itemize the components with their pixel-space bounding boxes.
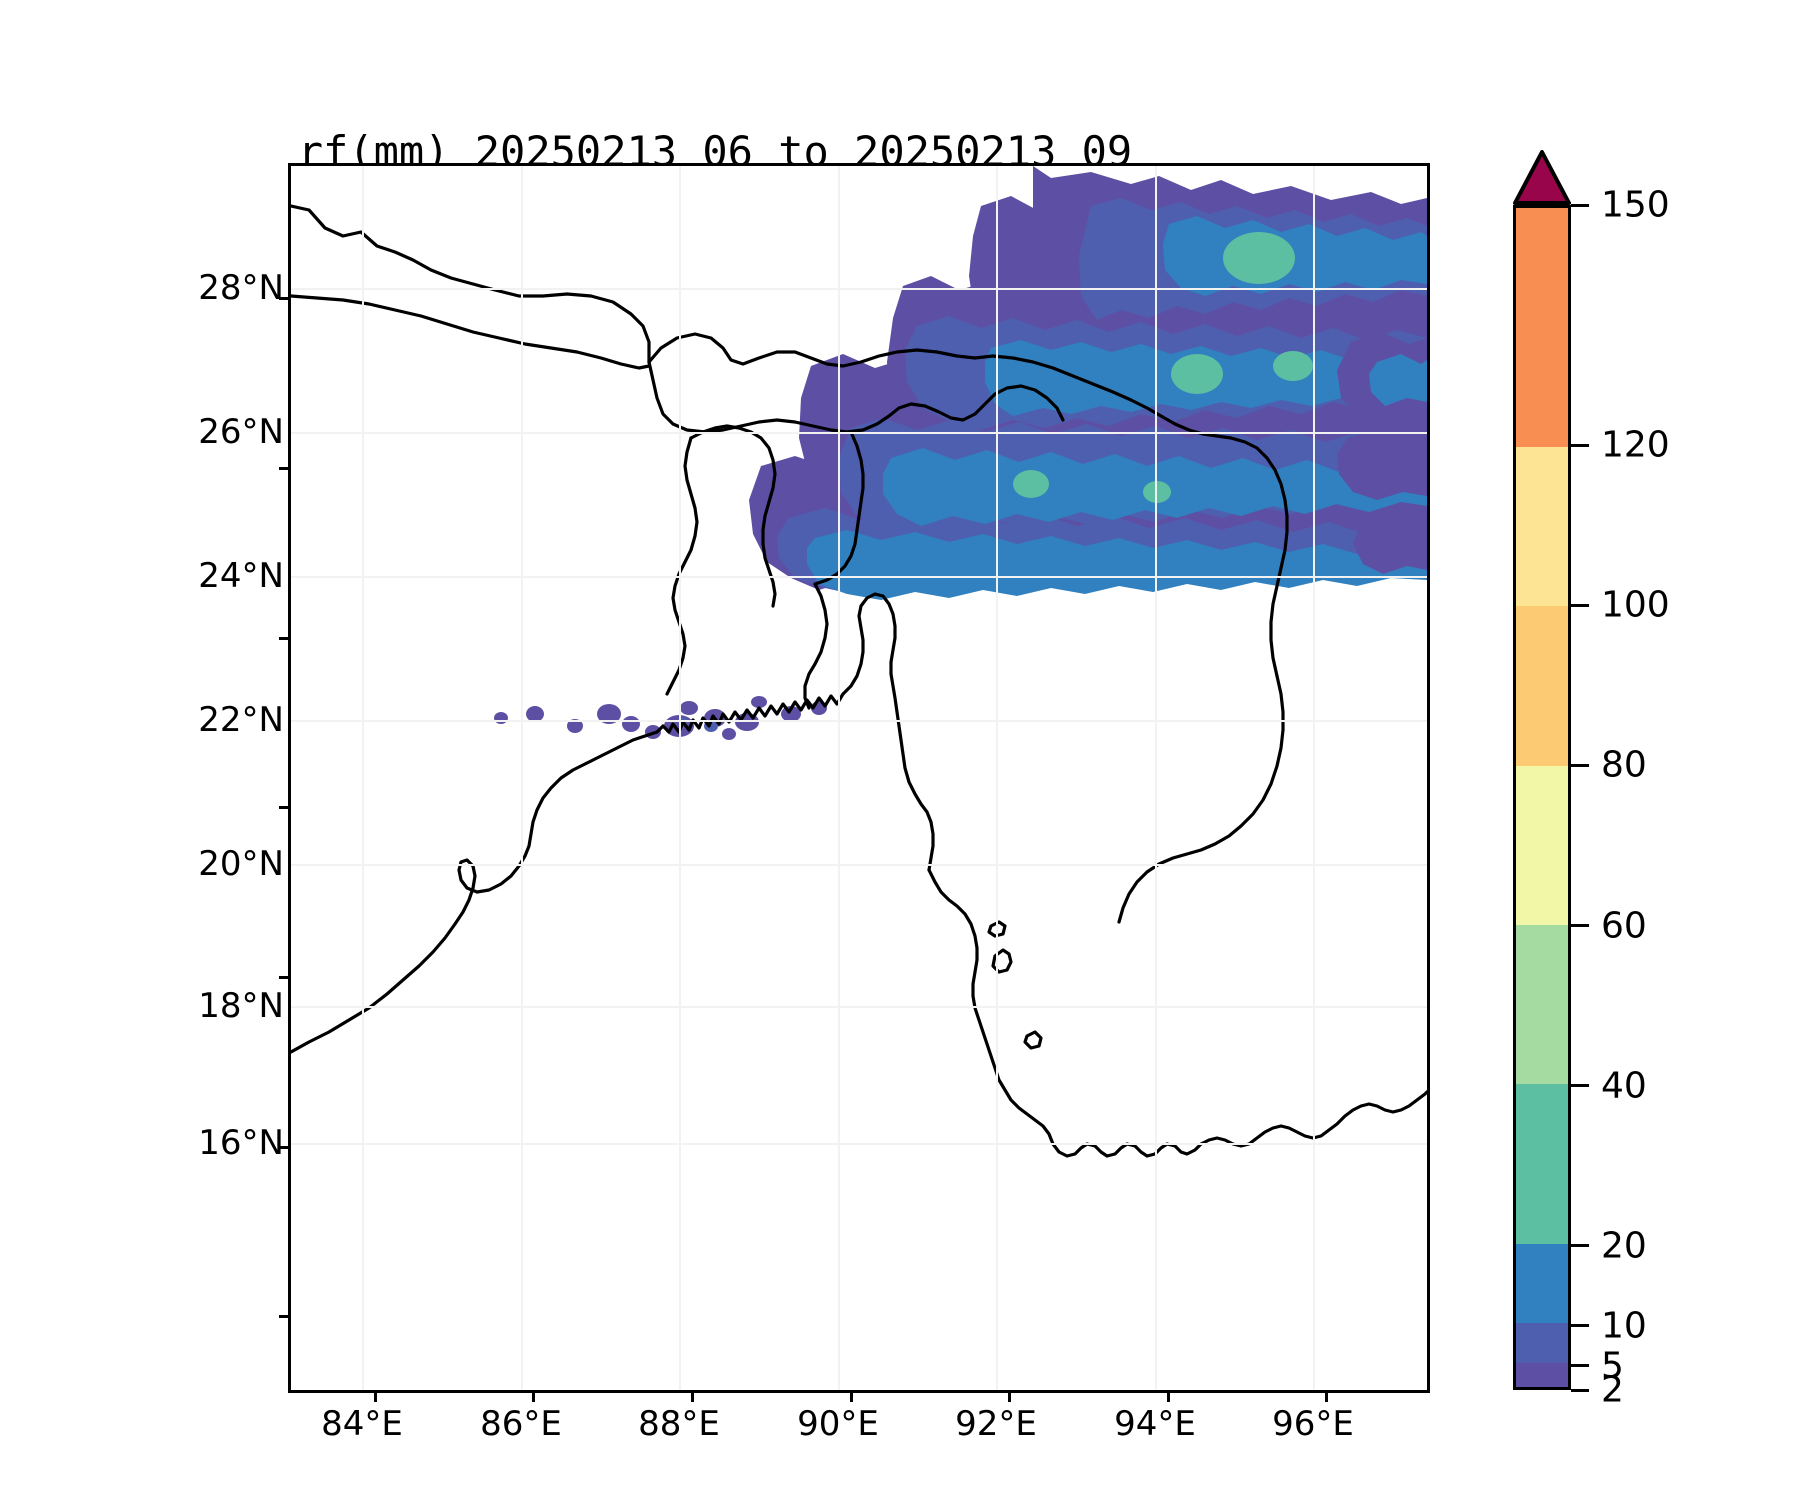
rainfall-arakan-coast [1337, 332, 1427, 574]
ytick-label-18N: 18°N [198, 986, 284, 1026]
xtick-label-94E: 94°E [1114, 1404, 1196, 1444]
ytick-mark-22 [279, 806, 288, 810]
gridline-lon-94 [1155, 166, 1157, 1390]
colorbar-label-10: 10 [1601, 1305, 1647, 1347]
colorbar-tick-120 [1571, 443, 1589, 447]
colorbar[interactable]: 2 5 10 20 40 60 80 100 120 150 [1513, 150, 1753, 1411]
colorbar-gradient [1513, 205, 1571, 1390]
colorbar-label-5: 5 [1601, 1345, 1624, 1387]
xtick-mark-96 [1325, 1393, 1329, 1402]
gridline-lon-88 [679, 166, 681, 1390]
gridline-lat-28 [291, 288, 1427, 290]
ytick-mark-18 [279, 1145, 288, 1149]
xtick-mark-94 [1166, 1393, 1170, 1402]
colorbar-label-150: 150 [1601, 184, 1670, 226]
ytick-label-28N: 28°N [198, 268, 284, 308]
gridline-lon-86 [521, 166, 523, 1390]
gridline-lon-96 [1313, 166, 1315, 1390]
map-axes[interactable] [288, 163, 1430, 1393]
colorbar-segment-80-100 [1516, 606, 1568, 766]
colorbar-segment-40-60 [1516, 924, 1568, 1085]
colorbar-segment-100-120 [1516, 446, 1568, 607]
rainfall-band-20-40 [1013, 232, 1313, 503]
ytick-label-26N: 26°N [198, 412, 284, 452]
colorbar-label-60: 60 [1601, 905, 1647, 947]
gridline-lat-26 [291, 432, 1427, 434]
colorbar-segment-20-40 [1516, 1084, 1568, 1244]
colorbar-segment-5-10 [1516, 1323, 1568, 1364]
map-contour-layer [291, 166, 1427, 1158]
ytick-label-24N: 24°N [198, 556, 284, 596]
map-canvas [291, 166, 1427, 1390]
ytick-label-22N: 22°N [198, 700, 284, 740]
xtick-mark-86 [532, 1393, 536, 1402]
xtick-mark-90 [849, 1393, 853, 1402]
colorbar-label-100: 100 [1601, 584, 1670, 626]
ytick-mark-24 [279, 636, 288, 640]
gridline-lon-90 [838, 166, 840, 1390]
ytick-mark-26 [279, 466, 288, 470]
ytick-label-20N: 20°N [198, 844, 284, 884]
xtick-label-96E: 96°E [1272, 1404, 1354, 1444]
colorbar-extend-max-arrow [1513, 150, 1571, 205]
colorbar-tick-20 [1571, 1244, 1589, 1248]
colorbar-label-20: 20 [1601, 1225, 1647, 1267]
gridline-lon-84 [362, 166, 364, 1390]
gridline-lat-24 [291, 576, 1427, 578]
gridline-lat-20 [291, 864, 1427, 866]
ytick-mark-16 [279, 1315, 288, 1319]
colorbar-segment-2-5 [1516, 1363, 1568, 1387]
colorbar-label-80: 80 [1601, 744, 1647, 786]
colorbar-label-40: 40 [1601, 1065, 1647, 1107]
ytick-label-16N: 16°N [198, 1123, 284, 1163]
colorbar-tick-5 [1571, 1364, 1589, 1368]
colorbar-tick-2 [1571, 1388, 1589, 1392]
ytick-mark-28 [279, 297, 288, 301]
ytick-mark-20 [279, 975, 288, 979]
colorbar-tick-150 [1571, 203, 1589, 207]
xtick-mark-92 [1008, 1393, 1012, 1402]
colorbar-label-2: 2 [1601, 1369, 1624, 1411]
colorbar-tick-40 [1571, 1084, 1589, 1088]
gridline-lon-92 [996, 166, 998, 1390]
colorbar-tick-10 [1571, 1324, 1589, 1328]
gridline-lat-16 [291, 1143, 1427, 1145]
colorbar-segment-10-20 [1516, 1243, 1568, 1324]
colorbar-tick-100 [1571, 603, 1589, 607]
colorbar-tick-80 [1571, 763, 1589, 767]
colorbar-tick-60 [1571, 924, 1589, 928]
colorbar-label-120: 120 [1601, 424, 1670, 466]
gridline-lat-18 [291, 1006, 1427, 1008]
xtick-label-92E: 92°E [955, 1404, 1037, 1444]
xtick-label-88E: 88°E [638, 1404, 720, 1444]
colorbar-segment-60-80 [1516, 765, 1568, 925]
xtick-label-84E: 84°E [321, 1404, 403, 1444]
gridline-lat-22 [291, 720, 1427, 722]
rainfall-delta-coast [494, 696, 827, 740]
xtick-label-90E: 90°E [797, 1404, 879, 1444]
colorbar-segment-120-150 [1516, 208, 1568, 447]
xtick-label-86E: 86°E [480, 1404, 562, 1444]
coastline-layer [291, 204, 1427, 1158]
xtick-mark-84 [373, 1393, 377, 1402]
xtick-mark-88 [690, 1393, 694, 1402]
